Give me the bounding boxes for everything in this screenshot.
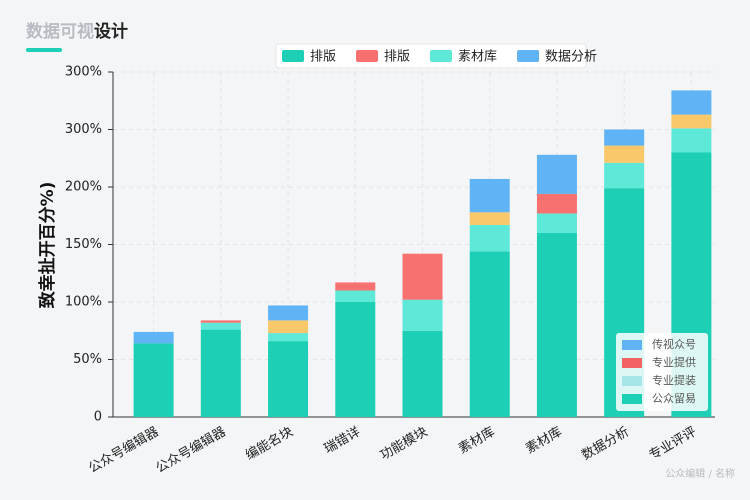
bar-segment xyxy=(335,302,376,417)
legend: 排版 排版 素材库 数据分析 xyxy=(275,43,597,69)
bar-segment xyxy=(200,322,241,330)
bar-segment xyxy=(335,290,376,302)
y-tick-label: 100% xyxy=(65,295,102,310)
y-axis-label: 致幸扯开百分%) xyxy=(37,182,58,309)
inset-legend-box xyxy=(616,333,708,411)
y-tick-label: 300% xyxy=(65,122,102,137)
inset-legend-label: 公众留易 xyxy=(652,392,696,405)
bar-segment xyxy=(604,129,645,146)
inset-legend-swatch xyxy=(622,394,642,404)
bar-segment xyxy=(536,213,577,233)
bar-segment xyxy=(402,253,443,300)
legend-label: 排版 xyxy=(310,50,336,65)
inset-legend-label: 专业提装 xyxy=(652,373,696,387)
bar-segment xyxy=(671,114,712,129)
legend-label: 排版 xyxy=(384,50,410,65)
bar-segment xyxy=(536,233,577,417)
inset-legend-swatch xyxy=(622,376,642,386)
bar-segment xyxy=(335,282,376,291)
y-tick-label: 0 xyxy=(94,410,102,425)
bar-segment xyxy=(268,341,309,417)
bar-segment xyxy=(268,333,309,342)
title-light: 数据可视 xyxy=(26,21,94,42)
bar-segment xyxy=(671,90,712,115)
title-dark: 设计 xyxy=(94,21,128,42)
bar-segment xyxy=(402,330,443,417)
bar-segment xyxy=(671,128,712,153)
bar-segment xyxy=(469,224,510,252)
bar-segment xyxy=(536,193,577,214)
watermark: 公众编辑 / 名称 xyxy=(665,467,735,480)
bar-segment xyxy=(133,343,174,417)
legend-swatch xyxy=(517,50,540,62)
legend-label: 素材库 xyxy=(458,49,497,65)
legend-label: 数据分析 xyxy=(545,50,597,65)
inset-legend-swatch xyxy=(622,358,642,368)
bar-segment xyxy=(133,331,174,344)
bar-segment xyxy=(200,329,241,417)
bar-segment xyxy=(268,320,309,334)
bar-segment xyxy=(604,162,645,189)
y-tick-label: 150% xyxy=(65,237,102,252)
bar-segment xyxy=(402,299,443,331)
title-underline xyxy=(26,48,62,52)
y-tick-label: 200% xyxy=(65,180,102,195)
legend-swatch xyxy=(282,50,304,62)
legend-swatch xyxy=(430,50,453,62)
y-tick-label: 50% xyxy=(73,352,102,367)
bar-segment xyxy=(536,154,577,194)
bar-segment xyxy=(469,212,510,225)
inset-legend-label: 传视众号 xyxy=(652,337,696,351)
y-tick-label: 300% xyxy=(65,65,102,80)
bar-segment xyxy=(200,320,241,323)
bar-segment xyxy=(604,145,645,163)
bar-segment xyxy=(268,305,309,321)
inset-legend-label: 专业提供 xyxy=(652,355,696,369)
bar-segment xyxy=(469,251,510,417)
bar-segment xyxy=(469,178,510,213)
legend-swatch xyxy=(356,50,379,62)
inset-legend-swatch xyxy=(622,340,642,350)
